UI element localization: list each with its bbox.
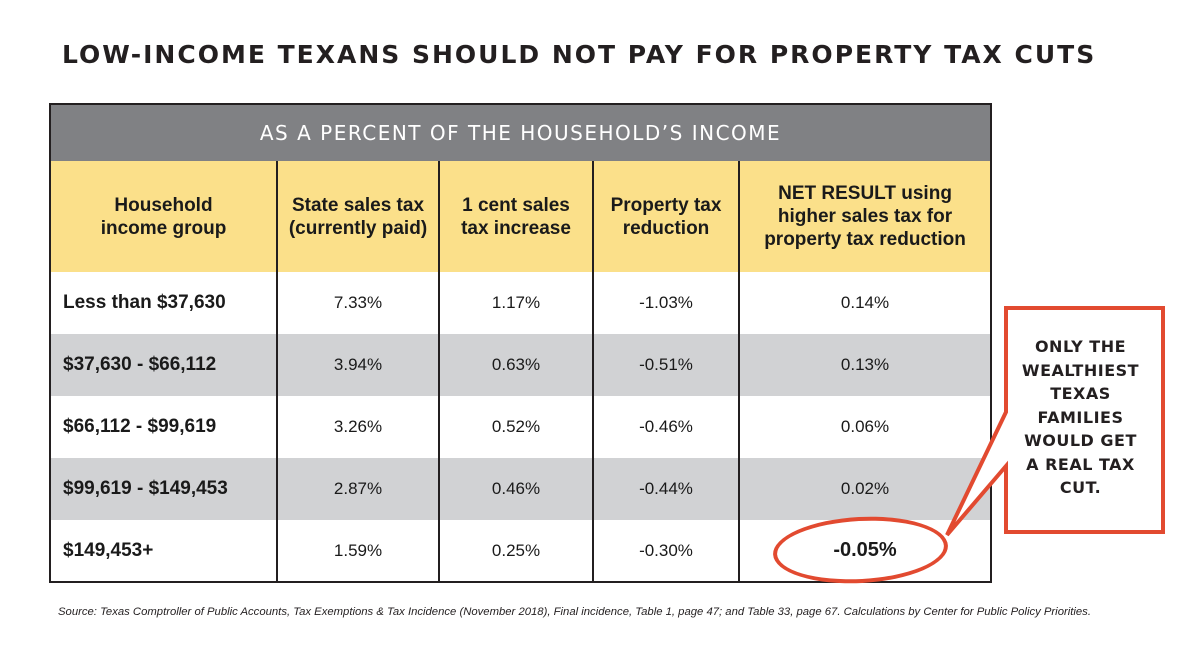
callout-line: families bbox=[1037, 407, 1124, 427]
column-header-state-sales-tax: State sales tax (currently paid) bbox=[277, 161, 440, 272]
callout-line: wealthiest bbox=[1021, 360, 1140, 380]
table-cell: -1.03% bbox=[593, 272, 740, 334]
table-cell: -0.44% bbox=[593, 458, 740, 520]
table-cell: 0.46% bbox=[439, 458, 594, 520]
table-cell: 1.17% bbox=[439, 272, 594, 334]
table-cell: 0.63% bbox=[439, 334, 594, 396]
callout-line: Only the bbox=[1034, 337, 1127, 356]
table-cell: 2.87% bbox=[277, 458, 440, 520]
row-label: $66,112 - $99,619 bbox=[49, 396, 278, 458]
column-header-net-result: NET RESULT using higher sales tax for pr… bbox=[739, 161, 993, 272]
table-row: $66,112 - $99,619 3.26% 0.52% -0.46% 0.06% bbox=[49, 396, 993, 458]
column-header-property-tax-reduction: Property tax reduction bbox=[593, 161, 740, 272]
table-cell: 0.14% bbox=[739, 272, 993, 334]
header-row: Household income group State sales tax (… bbox=[49, 161, 993, 272]
callout-line: a real tax bbox=[1026, 454, 1135, 474]
callout-line: would get bbox=[1024, 431, 1137, 450]
callout-line: Texas bbox=[1050, 384, 1111, 403]
table-cell: 0.25% bbox=[439, 520, 594, 583]
source-note: Source: Texas Comptroller of Public Acco… bbox=[58, 606, 1091, 618]
page-title: Low-income Texans should not pay for pro… bbox=[62, 40, 1097, 69]
tax-table: As a percent of the household’s income H… bbox=[48, 103, 993, 583]
table-cell: -0.46% bbox=[593, 396, 740, 458]
row-label: $99,619 - $149,453 bbox=[49, 458, 278, 520]
table-cell: -0.51% bbox=[593, 334, 740, 396]
table-cell: 0.02% bbox=[739, 458, 993, 520]
column-header-sales-tax-increase: 1 cent sales tax increase bbox=[439, 161, 594, 272]
callout-text: Only the wealthiest Texas families would get… bbox=[1017, 335, 1144, 500]
callout-line: cut. bbox=[1059, 478, 1102, 497]
table-cell: 1.59% bbox=[277, 520, 440, 583]
table-cell: 3.26% bbox=[277, 396, 440, 458]
table-row: $149,453+ 1.59% 0.25% -0.30% -0.05% bbox=[49, 520, 993, 583]
column-header-income-group: Household income group bbox=[49, 161, 278, 272]
table-cell: 7.33% bbox=[277, 272, 440, 334]
table-body: Less than $37,630 7.33% 1.17% -1.03% 0.14% $3… bbox=[49, 272, 993, 583]
table-banner: As a percent of the household’s income bbox=[48, 103, 993, 161]
row-label: $149,453+ bbox=[49, 520, 278, 583]
table-cell: -0.30% bbox=[593, 520, 740, 583]
table-row: $99,619 - $149,453 2.87% 0.46% -0.44% 0.02% bbox=[49, 458, 993, 520]
table-cell: 0.52% bbox=[439, 396, 594, 458]
row-label: Less than $37,630 bbox=[49, 272, 278, 334]
callout-bubble bbox=[945, 306, 1165, 537]
row-label: $37,630 - $66,112 bbox=[49, 334, 278, 396]
table-cell: 3.94% bbox=[277, 334, 440, 396]
table-row: Less than $37,630 7.33% 1.17% -1.03% 0.14% bbox=[49, 272, 993, 334]
table-cell: 0.06% bbox=[739, 396, 993, 458]
table-row: $37,630 - $66,112 3.94% 0.63% -0.51% 0.13% bbox=[49, 334, 993, 396]
table-cell: 0.13% bbox=[739, 334, 993, 396]
